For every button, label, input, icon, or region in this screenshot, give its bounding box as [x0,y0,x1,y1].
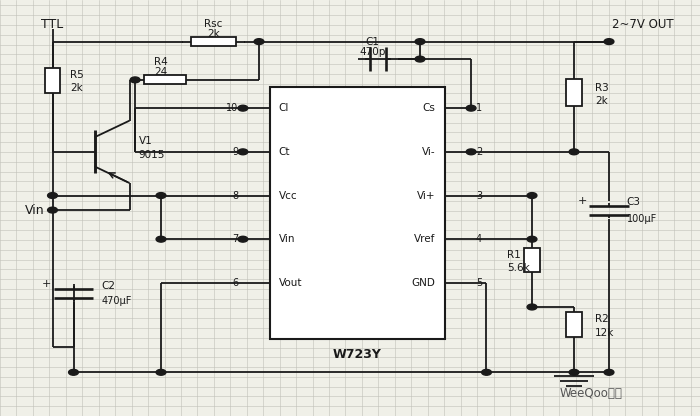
Text: Cs: Cs [423,103,435,113]
Circle shape [569,369,579,375]
Bar [45,67,60,92]
Circle shape [482,369,491,375]
Text: 9015: 9015 [139,150,165,160]
Text: 12k: 12k [595,328,615,338]
Circle shape [238,105,248,111]
Circle shape [130,77,140,83]
Text: 7: 7 [232,234,238,244]
Text: WeeQoo维库: WeeQoo维库 [560,386,623,400]
Text: Vref: Vref [414,234,435,244]
Text: R5: R5 [70,70,84,80]
Text: 10: 10 [226,103,238,113]
Circle shape [69,369,78,375]
Text: 2k: 2k [70,82,83,93]
Text: TTL: TTL [41,17,64,31]
Circle shape [415,39,425,45]
Circle shape [254,39,264,45]
Text: 2: 2 [476,147,482,157]
Text: V1: V1 [139,136,153,146]
Text: 4: 4 [476,234,482,244]
Text: 2k: 2k [207,29,220,39]
Text: Vi-: Vi- [422,147,435,157]
Text: 100μF: 100μF [626,214,657,224]
Text: 470μF: 470μF [102,296,132,306]
Text: Vin: Vin [25,203,44,217]
Circle shape [527,193,537,198]
Bar [270,87,444,339]
Circle shape [156,236,166,242]
Bar [524,248,540,272]
Text: 5.6k: 5.6k [508,263,531,273]
Bar [566,79,582,106]
Text: Ct: Ct [279,147,290,157]
Circle shape [527,236,537,242]
Text: 5: 5 [476,278,482,288]
Text: Cl: Cl [279,103,289,113]
Text: GND: GND [412,278,435,288]
Text: C1: C1 [365,37,379,47]
Text: R1: R1 [508,250,522,260]
Circle shape [156,193,166,198]
Text: C3: C3 [626,197,640,207]
Circle shape [415,56,425,62]
Circle shape [238,236,248,242]
Circle shape [238,149,248,155]
Circle shape [48,207,57,213]
Text: Vout: Vout [279,278,302,288]
Bar [190,37,236,46]
Text: 9: 9 [232,147,238,157]
Text: C2: C2 [102,281,116,291]
Text: +: + [578,196,587,206]
Text: 1: 1 [476,103,482,113]
Circle shape [48,193,57,198]
Circle shape [604,369,614,375]
Text: R3: R3 [595,82,609,93]
Circle shape [466,105,476,111]
Text: R4: R4 [154,57,168,67]
Text: Vi+: Vi+ [417,191,435,201]
Bar [144,75,186,84]
Text: 8: 8 [232,191,238,201]
Circle shape [604,39,614,45]
Circle shape [156,369,166,375]
Circle shape [569,149,579,155]
Text: 24: 24 [155,67,167,77]
Text: 2~7V OUT: 2~7V OUT [612,17,674,31]
Text: Vcc: Vcc [279,191,298,201]
Bar [566,312,582,337]
Text: 6: 6 [232,278,238,288]
Text: 470p: 470p [359,47,386,57]
Text: Vin: Vin [279,234,295,244]
Circle shape [527,304,537,310]
Text: 2k: 2k [595,96,608,106]
Text: 3: 3 [476,191,482,201]
Text: W723Y: W723Y [332,348,382,362]
Text: Rsc: Rsc [204,19,223,29]
Text: R2: R2 [595,314,609,324]
Text: +: + [42,279,52,289]
Circle shape [466,149,476,155]
